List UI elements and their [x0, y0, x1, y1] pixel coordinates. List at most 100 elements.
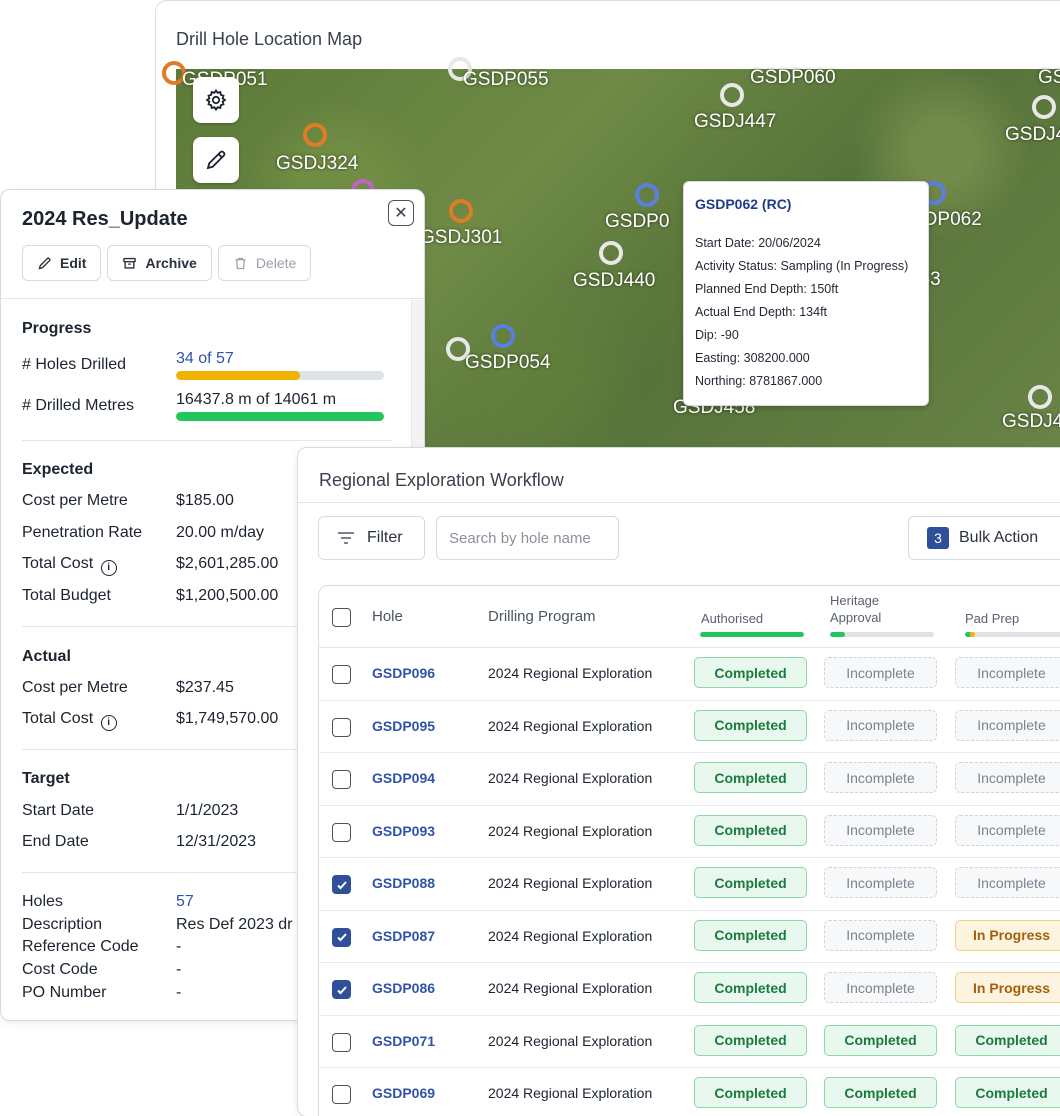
penetration-rate-label: Penetration Rate: [22, 524, 143, 541]
row-checkbox[interactable]: [332, 1085, 351, 1104]
table-row[interactable]: GSDP096 2024 Regional Exploration Complete…: [319, 648, 1060, 701]
total-budget-label: Total Budget: [22, 587, 111, 604]
authorised-status[interactable]: Completed: [694, 1024, 807, 1056]
row-checkbox[interactable]: [332, 822, 351, 842]
hole-link[interactable]: GSDP094: [372, 770, 436, 786]
table-row[interactable]: GSDP094 2024 Regional Exploration Complete…: [319, 753, 1060, 806]
pad-prep-status[interactable]: In Progress: [955, 972, 1060, 1003]
table-row[interactable]: GSDP069 2024 Regional Exploration Complete…: [319, 1068, 1060, 1116]
pad-prep-status[interactable]: Completed: [955, 1024, 1060, 1056]
row-checkbox[interactable]: [332, 717, 351, 737]
row-checkbox[interactable]: [332, 927, 351, 947]
bulk-action-button[interactable]: 3 Bulk Action: [908, 516, 1060, 560]
tooltip-line: Actual End Depth: 134ft: [695, 305, 828, 319]
pad-prep-status[interactable]: Incomplete: [955, 709, 1060, 741]
column-header-authorised[interactable]: Authorised: [701, 611, 764, 626]
holes-drilled-value[interactable]: 34 of 57: [176, 350, 234, 367]
table-row[interactable]: GSDP088 2024 Regional Exploration Complete…: [319, 858, 1060, 911]
hole-link[interactable]: GSDP069: [372, 1085, 436, 1101]
table-row[interactable]: GSDP086 2024 Regional Exploration Complete…: [319, 963, 1060, 1016]
heritage-status[interactable]: Completed: [824, 1077, 937, 1108]
map-marker[interactable]: [1032, 95, 1056, 119]
detail-po-number-value: -: [176, 984, 182, 1001]
archive-button[interactable]: Archive: [107, 245, 212, 281]
map-draw-button[interactable]: [193, 137, 239, 183]
hole-link[interactable]: GSDP088: [372, 875, 436, 891]
table-row[interactable]: GSDP071 2024 Regional Exploration Complete…: [319, 1016, 1060, 1068]
hole-link[interactable]: GSDP071: [372, 1032, 436, 1049]
row-checkbox[interactable]: [332, 875, 351, 894]
map-marker[interactable]: [1028, 385, 1052, 409]
authorised-status[interactable]: Completed: [694, 657, 807, 688]
row-checkbox[interactable]: [332, 665, 351, 684]
select-all-checkbox[interactable]: [332, 608, 351, 627]
map-marker[interactable]: [599, 241, 623, 265]
row-checkbox[interactable]: [332, 770, 351, 789]
map-marker[interactable]: [162, 61, 186, 85]
pad-prep-status[interactable]: Completed: [955, 1077, 1060, 1108]
holes-progress-fill: [176, 371, 300, 380]
map-settings-button[interactable]: [193, 77, 239, 123]
column-header-pad-prep[interactable]: Pad Prep: [965, 611, 1020, 626]
authorised-status[interactable]: Completed: [694, 1077, 807, 1108]
map-marker[interactable]: [448, 57, 472, 81]
pad-prep-status[interactable]: Incomplete: [955, 867, 1060, 898]
expected-total-cost-value: $2,601,285.00: [176, 555, 279, 572]
pad-prep-status[interactable]: Incomplete: [955, 657, 1060, 688]
authorised-status[interactable]: Completed: [694, 814, 807, 846]
actual-cost-per-metre-value: $237.45: [176, 679, 234, 696]
map-marker[interactable]: [635, 183, 659, 207]
heritage-status[interactable]: Incomplete: [824, 867, 937, 898]
heritage-status[interactable]: Completed: [824, 1024, 937, 1056]
column-header-program[interactable]: Drilling Program: [488, 608, 596, 625]
end-date-label: End Date: [22, 833, 89, 850]
section-title-actual: Actual: [22, 648, 71, 665]
pad-prep-status[interactable]: Incomplete: [955, 814, 1060, 846]
pad-prep-status[interactable]: Incomplete: [955, 762, 1060, 793]
hole-link[interactable]: GSDP087: [372, 927, 436, 944]
search-input[interactable]: [436, 516, 619, 560]
heritage-status[interactable]: Incomplete: [824, 814, 937, 846]
total-budget-value: $1,200,500.00: [176, 587, 279, 604]
hole-link[interactable]: GSDP096: [372, 665, 436, 681]
hole-link[interactable]: GSDP095: [372, 717, 436, 734]
table-row[interactable]: GSDP095 2024 Regional Exploration Complete…: [319, 701, 1060, 753]
info-icon[interactable]: i: [100, 715, 117, 731]
table-row[interactable]: GSDP087 2024 Regional Exploration Complete…: [319, 911, 1060, 963]
map-marker[interactable]: [491, 324, 515, 348]
hole-link[interactable]: GSDP093: [372, 822, 436, 839]
delete-label: Delete: [255, 255, 297, 271]
pad-prep-status[interactable]: In Progress: [955, 919, 1060, 951]
heritage-status[interactable]: Incomplete: [824, 919, 937, 951]
row-checkbox[interactable]: [332, 980, 351, 999]
close-button[interactable]: ✕: [388, 200, 414, 226]
edit-button[interactable]: Edit: [22, 245, 102, 281]
delete-button[interactable]: Delete: [217, 245, 312, 281]
hole-link[interactable]: GSDP086: [372, 980, 436, 996]
authorised-status[interactable]: Completed: [694, 972, 807, 1003]
detail-holes-value[interactable]: 57: [176, 893, 194, 910]
heritage-status[interactable]: Incomplete: [824, 709, 937, 741]
authorised-status[interactable]: Completed: [694, 867, 807, 898]
authorised-status[interactable]: Completed: [694, 762, 807, 793]
table-row[interactable]: GSDP093 2024 Regional Exploration Complete…: [319, 806, 1060, 858]
start-date-label: Start Date: [22, 802, 95, 819]
check-icon: [336, 985, 347, 994]
map-marker[interactable]: [303, 123, 327, 147]
column-header-hole[interactable]: Hole: [372, 608, 403, 625]
row-checkbox[interactable]: [332, 1032, 351, 1052]
heritage-status[interactable]: Incomplete: [824, 972, 937, 1003]
map-label: GSDJ45: [1002, 411, 1060, 432]
map-marker[interactable]: [720, 83, 744, 107]
detail-cost-code-label: Cost Code: [22, 961, 98, 978]
heritage-status[interactable]: Incomplete: [824, 762, 937, 793]
column-header-heritage[interactable]: Heritage Approval: [830, 593, 882, 625]
authorised-status[interactable]: Completed: [694, 919, 807, 951]
authorised-status[interactable]: Completed: [694, 709, 807, 741]
info-icon[interactable]: i: [100, 560, 117, 576]
filter-button[interactable]: Filter: [318, 516, 425, 560]
map-marker[interactable]: [449, 199, 473, 223]
map-marker[interactable]: [446, 337, 470, 361]
heritage-status[interactable]: Incomplete: [824, 657, 937, 688]
table-header: Hole Drilling Program Authorised Heritag…: [319, 586, 1060, 648]
